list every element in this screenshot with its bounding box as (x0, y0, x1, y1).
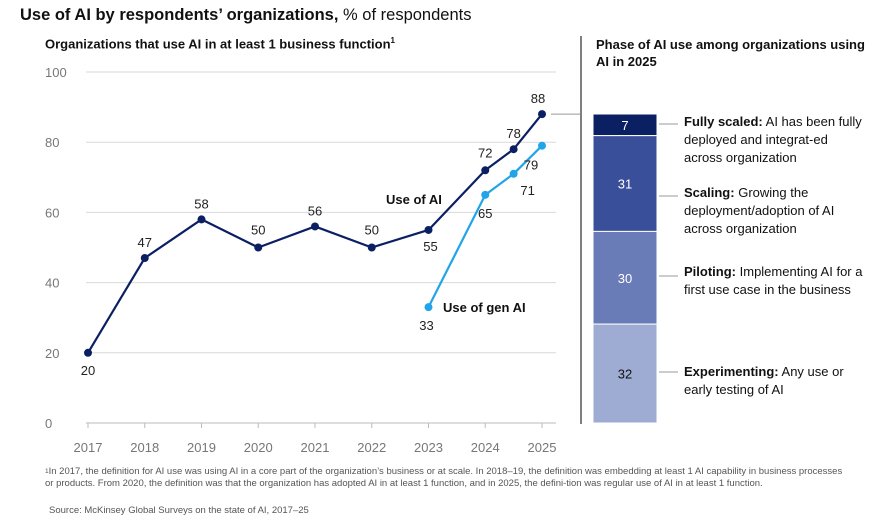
bar-segment-label: 31 (618, 177, 632, 192)
use-of-ai-point (84, 348, 92, 357)
x-tick-label: 2023 (414, 440, 443, 455)
bar-segment-label: 7 (621, 118, 628, 133)
phase-description: Growing the deployment/adoption of AI ac… (684, 185, 835, 236)
x-tick-label: 2025 (528, 440, 557, 455)
footnote: 1In 2017, the definition for AI use was … (45, 466, 845, 489)
phase-label-experimenting: Experimenting: Any use or early testing … (684, 363, 864, 399)
use-of-gen-ai-data-label: 71 (520, 183, 534, 198)
phase-name: Scaling: (684, 185, 735, 200)
x-tick-label: 2022 (357, 440, 386, 455)
bar-segment-piloting (592, 230, 658, 325)
use-of-ai-data-label: 56 (308, 203, 322, 218)
use-of-ai-data-label: 58 (194, 196, 208, 211)
phase-description: Implementing AI for a first use case in … (684, 264, 863, 297)
phase-label-scaling: Scaling: Growing the deployment/adoption… (684, 184, 864, 238)
y-tick-label: 100 (45, 65, 67, 80)
y-tick-label: 60 (45, 205, 59, 220)
use-of-ai-point (509, 145, 518, 154)
use-of-gen-ai-data-label: 33 (419, 318, 433, 333)
line-chart-subtitle-text: Organizations that use AI in at least 1 … (45, 36, 391, 52)
y-tick-label: 0 (45, 416, 52, 431)
line-chart-subtitle: Organizations that use AI in at least 1 … (45, 36, 395, 51)
bar-segment-scaling (592, 135, 658, 232)
phase-description: Any use or early testing of AI (684, 364, 844, 397)
x-tick-label: 2021 (301, 440, 330, 455)
use-of-ai-data-label: 88 (531, 91, 545, 106)
y-tick-label: 40 (45, 276, 59, 291)
chart-title: Use of AI by respondents’ organizations,… (20, 6, 471, 25)
phase-label-fully-scaled: Fully scaled: AI has been fully deployed… (684, 113, 864, 167)
use-of-ai-data-label: 50 (251, 223, 265, 238)
use-of-ai-point (367, 243, 376, 252)
use-of-ai-point (538, 110, 546, 119)
phase-name: Fully scaled: (684, 114, 763, 129)
use-of-gen-ai-series-label: Use of gen AI (443, 300, 526, 315)
use-of-gen-ai-point (481, 190, 490, 199)
use-of-ai-point (311, 222, 319, 231)
use-of-ai-line (87, 113, 543, 354)
footnote-text: In 2017, the definition for AI use was u… (45, 466, 843, 489)
footnote-marker: 1 (45, 468, 49, 475)
bar-segment-experimenting (592, 323, 658, 424)
use-of-gen-ai-point (509, 169, 518, 178)
use-of-gen-ai-point (538, 141, 546, 150)
bar-segment-label: 30 (618, 271, 632, 286)
chart-title-unit: % of respondents (343, 6, 472, 24)
x-tick-label: 2017 (74, 440, 103, 455)
use-of-ai-point (481, 166, 490, 175)
y-tick-label: 20 (45, 346, 59, 361)
x-tick-label: 2019 (187, 440, 216, 455)
x-tick-label: 2018 (130, 440, 159, 455)
chart-title-bold: Use of AI by respondents’ organizations, (20, 6, 339, 24)
use-of-gen-ai-data-label: 79 (524, 158, 538, 173)
use-of-ai-point (254, 243, 263, 252)
use-of-ai-data-label: 55 (423, 239, 437, 254)
x-tick-label: 2024 (471, 440, 500, 455)
use-of-gen-ai-data-label: 65 (478, 206, 492, 221)
y-tick-label: 80 (45, 135, 59, 150)
use-of-ai-data-label: 50 (365, 223, 379, 238)
footnote-reference: 1 (390, 36, 395, 45)
use-of-ai-data-label: 78 (506, 126, 520, 141)
use-of-gen-ai-line (427, 144, 543, 308)
phase-name: Piloting: (684, 264, 736, 279)
use-of-ai-data-label: 20 (81, 363, 95, 378)
phase-name: Experimenting: (684, 364, 779, 379)
use-of-ai-point (197, 215, 206, 224)
use-of-ai-point (140, 254, 149, 263)
source-note: Source: McKinsey Global Surveys on the s… (49, 505, 309, 516)
use-of-ai-series-label: Use of AI (386, 192, 442, 207)
use-of-ai-data-label: 72 (478, 145, 492, 160)
use-of-ai-data-label: 47 (138, 235, 152, 250)
x-tick-label: 2020 (244, 440, 273, 455)
bar-segment-label: 32 (618, 367, 632, 382)
phase-description: AI has been fully deployed and integrat-… (684, 114, 862, 165)
bar-chart-subtitle: Phase of AI use among organizations usin… (596, 37, 865, 69)
use-of-gen-ai-point (424, 303, 433, 312)
phase-label-piloting: Piloting: Implementing AI for a first us… (684, 263, 864, 299)
use-of-ai-point (424, 225, 433, 234)
